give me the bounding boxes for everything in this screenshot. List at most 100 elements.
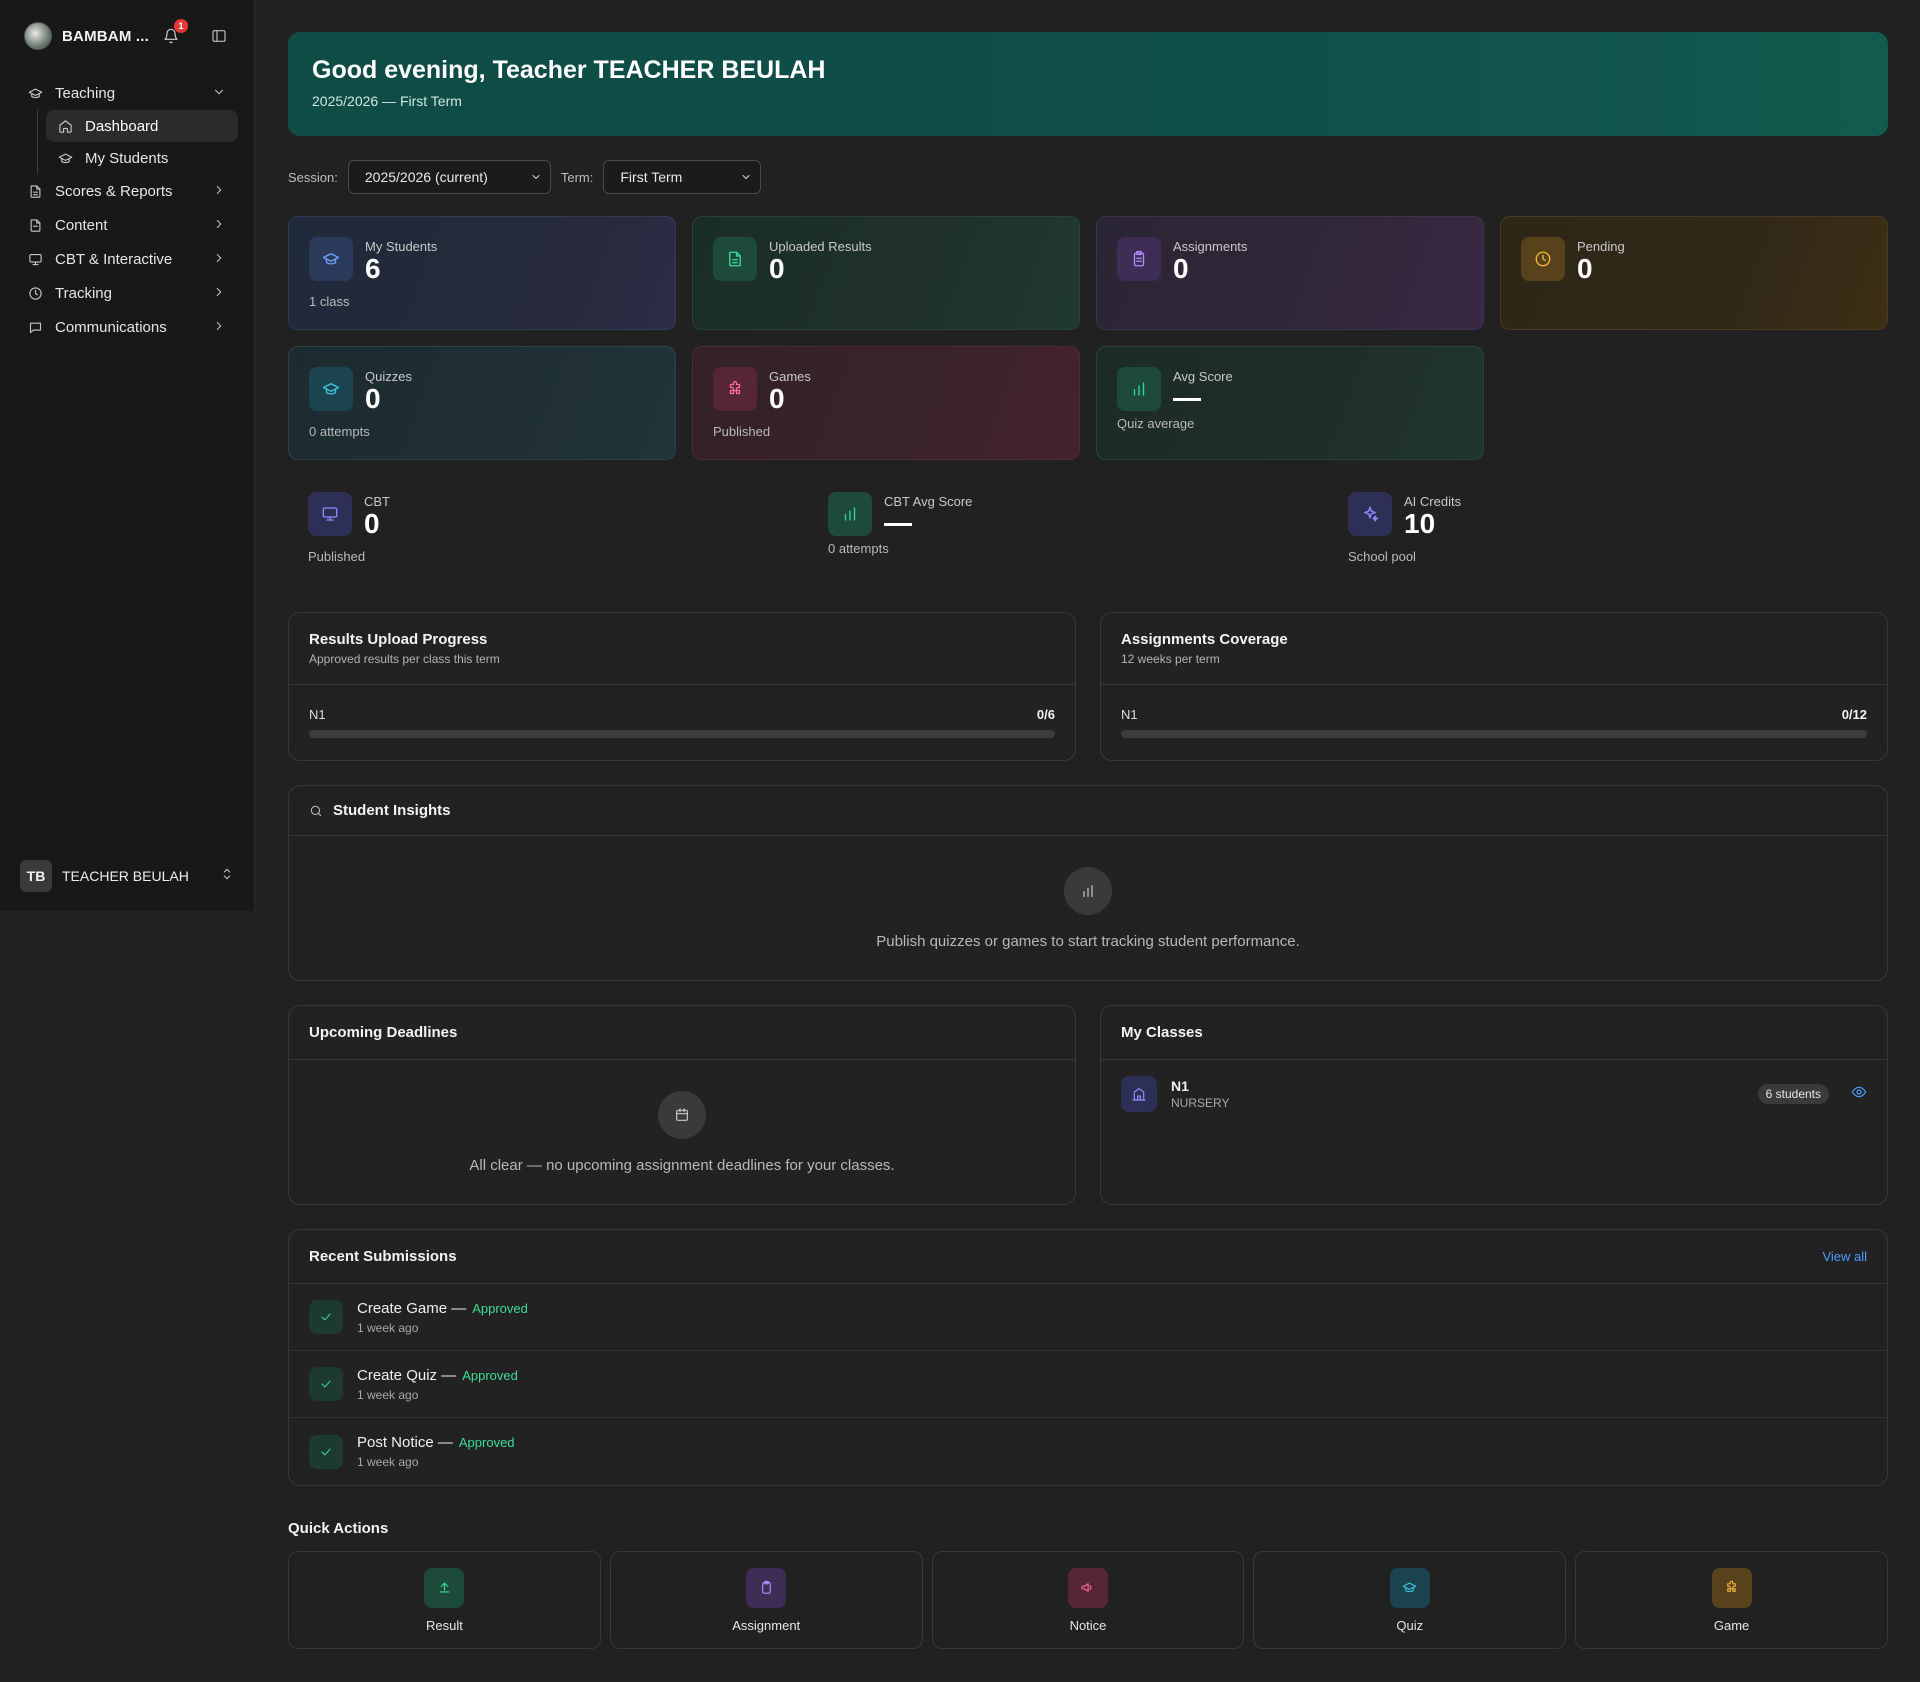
notifications-bell-icon[interactable]: 1 xyxy=(160,19,188,47)
chevron-right-icon xyxy=(212,251,226,268)
session-label: Session: xyxy=(288,169,338,185)
stat-value: 6 xyxy=(365,253,381,284)
empty-message: All clear — no upcoming assignment deadl… xyxy=(469,1156,895,1174)
check-icon xyxy=(309,1434,343,1469)
nav-my-students[interactable]: My Students xyxy=(46,142,238,174)
puzzle-icon xyxy=(1711,1567,1752,1608)
user-avatar: TB xyxy=(20,860,52,892)
quick-action-label: Quiz xyxy=(1396,1617,1424,1633)
submission-time: 1 week ago xyxy=(357,1455,419,1469)
panel-subtitle: Approved results per class this term xyxy=(309,652,500,666)
mini-title: CBT xyxy=(364,494,390,509)
nav-teaching-label: Teaching xyxy=(55,84,116,102)
mini-stat-ai-credits[interactable]: AI Credits 10 School pool xyxy=(1348,492,1868,582)
session-select[interactable]: 2025/2026 (current) xyxy=(347,160,551,194)
stat-card-quizzes[interactable]: Quizzes 0 0 attempts xyxy=(288,346,676,460)
sidebar-toggle-icon[interactable] xyxy=(208,25,230,47)
chevrons-up-down-icon xyxy=(219,866,235,887)
submission-row[interactable]: Create Quiz — Approved 1 week ago xyxy=(289,1351,1887,1418)
quick-action-quiz[interactable]: Quiz xyxy=(1253,1551,1567,1649)
stat-card-uploaded-results[interactable]: Uploaded Results 0 xyxy=(692,216,1080,330)
bar-chart-icon xyxy=(1117,367,1161,411)
main-content: Good evening, Teacher TEACHER BEULAH 202… xyxy=(288,32,1888,1649)
stat-value-empty xyxy=(1173,398,1201,401)
mini-stat-cbt[interactable]: CBT 0 Published xyxy=(308,492,828,582)
stat-value: 0 xyxy=(769,383,785,414)
file-icon xyxy=(30,184,41,198)
panel-header: Recent Submissions View all xyxy=(289,1230,1887,1284)
stat-title: Assignments xyxy=(1173,239,1248,254)
submission-status: Approved xyxy=(472,1300,528,1316)
clipboard-icon xyxy=(746,1567,787,1608)
stat-card-games[interactable]: Games 0 Published xyxy=(692,346,1080,460)
quick-action-label: Notice xyxy=(1069,1617,1107,1633)
nav-cbt-interactive[interactable]: CBT & Interactive xyxy=(16,242,238,276)
stat-card-avg-score[interactable]: Avg Score Quiz average xyxy=(1096,346,1484,460)
graduation-cap-icon xyxy=(1389,1567,1430,1608)
submission-row[interactable]: Create Game — Approved 1 week ago xyxy=(289,1284,1887,1351)
stat-card-assignments[interactable]: Assignments 0 xyxy=(1096,216,1484,330)
eye-icon[interactable] xyxy=(1851,1084,1867,1105)
mini-value-empty xyxy=(884,523,912,526)
stat-value: 0 xyxy=(365,383,381,414)
stat-card-pending[interactable]: Pending 0 xyxy=(1500,216,1888,330)
bar-chart-icon xyxy=(828,492,872,536)
student-insights-panel: Student Insights Publish quizzes or game… xyxy=(288,785,1888,981)
empty-message: Publish quizzes or games to start tracki… xyxy=(876,932,1300,950)
quick-action-notice[interactable]: Notice xyxy=(931,1551,1245,1649)
term-select[interactable]: First Term xyxy=(603,160,762,194)
monitor-icon xyxy=(308,492,352,536)
nav-dashboard-label: Dashboard xyxy=(85,117,159,135)
stat-subtitle: Quiz average xyxy=(1117,416,1195,431)
progress-count: 0/12 xyxy=(1841,707,1867,722)
class-level: NURSERY xyxy=(1171,1096,1230,1110)
class-item[interactable]: N1 NURSERY 6 students xyxy=(1101,1060,1887,1128)
results-upload-progress-panel: Results Upload Progress Approved results… xyxy=(288,612,1076,761)
submission-status: Approved xyxy=(462,1367,518,1383)
quick-action-result[interactable]: Result xyxy=(288,1551,601,1649)
school-name[interactable]: BAMBAM ... xyxy=(62,27,149,45)
chat-icon xyxy=(29,322,42,333)
empty-state: Publish quizzes or games to start tracki… xyxy=(289,836,1887,980)
mini-subtitle: 0 attempts xyxy=(828,541,889,556)
stat-card-my-students[interactable]: My Students 6 1 class xyxy=(288,216,676,330)
submission-row[interactable]: Post Notice — Approved 1 week ago xyxy=(289,1418,1887,1485)
nav-dashboard[interactable]: Dashboard xyxy=(46,110,238,142)
nav-content[interactable]: Content xyxy=(16,208,238,242)
clock-icon xyxy=(1521,237,1565,281)
empty-state: All clear — no upcoming assignment deadl… xyxy=(289,1060,1075,1204)
panel-header: Assignments Coverage 12 weeks per term xyxy=(1101,613,1887,685)
nav-scores-reports[interactable]: Scores & Reports xyxy=(16,174,238,208)
nav-tracking[interactable]: Tracking xyxy=(16,276,238,310)
chevron-right-icon xyxy=(212,319,226,336)
mini-stats-row: CBT 0 Published CBT Avg Score 0 attempts … xyxy=(288,492,1888,582)
class-name: N1 xyxy=(1171,1078,1189,1094)
greeting-title: Good evening, Teacher TEACHER BEULAH xyxy=(312,56,826,84)
nav-teaching[interactable]: Teaching xyxy=(16,76,238,110)
school-logo[interactable] xyxy=(24,22,52,50)
nav-communications-label: Communications xyxy=(55,318,167,336)
progress-class: N1 xyxy=(1121,707,1138,722)
megaphone-icon xyxy=(1067,1567,1108,1608)
nav-cbt-interactive-label: CBT & Interactive xyxy=(55,250,173,268)
check-icon xyxy=(309,1300,343,1334)
chevron-down-icon xyxy=(532,175,540,179)
panel-title: My Classes xyxy=(1121,1024,1203,1041)
stat-subtitle: 1 class xyxy=(309,294,350,309)
quick-action-game[interactable]: Game xyxy=(1575,1551,1888,1649)
progress-row: Results Upload Progress Approved results… xyxy=(288,612,1888,761)
sidebar-header: BAMBAM ... 1 xyxy=(0,0,254,72)
user-menu[interactable]: TB TEACHER BEULAH xyxy=(20,860,235,892)
quick-action-assignment[interactable]: Assignment xyxy=(609,1551,923,1649)
stats-grid: My Students 6 1 class Uploaded Results 0 A… xyxy=(288,216,1888,460)
home-icon xyxy=(59,119,72,133)
progress-class: N1 xyxy=(309,707,326,722)
submission-title: Create Quiz — xyxy=(357,1366,457,1384)
panel-title: Results Upload Progress xyxy=(309,631,488,648)
notification-badge: 1 xyxy=(174,19,188,33)
mini-stat-cbt-avg[interactable]: CBT Avg Score 0 attempts xyxy=(828,492,1348,582)
upcoming-deadlines-panel: Upcoming Deadlines All clear — no upcomi… xyxy=(288,1005,1076,1205)
view-all-link[interactable]: View all xyxy=(1822,1249,1867,1264)
quick-actions-title: Quick Actions xyxy=(288,1520,389,1537)
nav-communications[interactable]: Communications xyxy=(16,310,238,344)
